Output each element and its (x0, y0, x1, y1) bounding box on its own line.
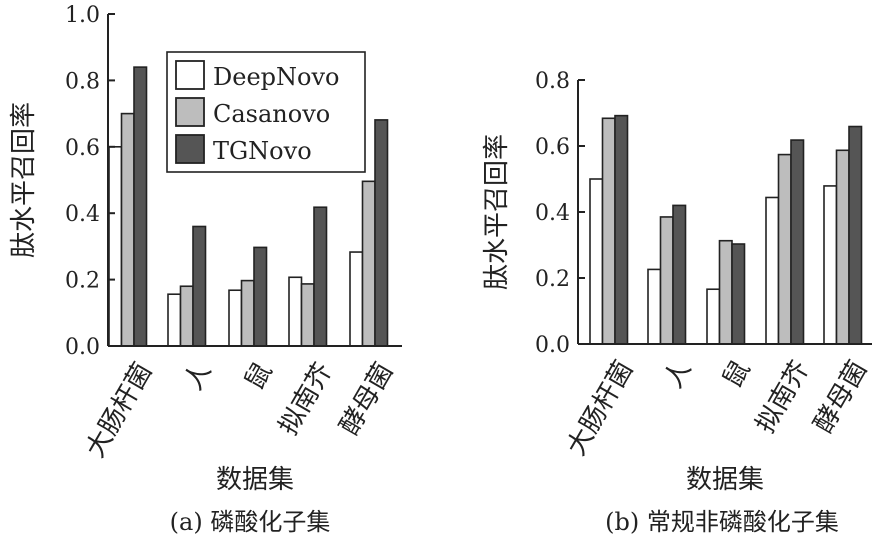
bar-tgnovo-1 (672, 204, 687, 345)
bar-deepnovo-4 (823, 185, 838, 345)
bar-tgnovo-2 (253, 246, 268, 347)
bar-casanovo-0 (120, 112, 135, 347)
bar-tgnovo-0 (614, 114, 629, 345)
y-axis-label: 肽水平召回率 (9, 102, 39, 258)
bar-deepnovo-3 (765, 196, 780, 345)
bar-deepnovo-0 (108, 146, 123, 347)
chart-b: 0.0 0.2 0.4 0.6 0.8 大肠杆菌人鼠拟南芥酵母菌 肽水平召回率数据集 (b) … (482, 69, 874, 536)
bar-casanovo-4 (835, 149, 850, 345)
legend-swatch-tgnovo (175, 134, 205, 164)
category-label: 大肠杆菌 (562, 356, 640, 461)
y-tick-label: 0.0 (535, 333, 570, 358)
category-label: 人 (659, 356, 698, 394)
bar-deepnovo-2 (706, 288, 721, 345)
bar-casanovo-2 (240, 279, 255, 347)
chart-a: 0.0 0.2 0.4 0.6 0.8 1.0 大肠杆菌人鼠拟南芥酵母菌 肽水平召回率数据集 (… (9, 3, 402, 536)
bar-tgnovo-4 (374, 119, 389, 347)
x-axis-label: 数据集 (216, 465, 294, 495)
bar-casanovo-1 (179, 285, 194, 347)
bar-casanovo-1 (659, 216, 674, 345)
bar-casanovo-3 (300, 283, 315, 347)
bar-deepnovo-3 (288, 276, 303, 347)
bar-casanovo-0 (601, 117, 616, 345)
bar-casanovo-4 (361, 180, 376, 347)
category-label: 人 (179, 358, 218, 396)
bar-deepnovo-1 (647, 268, 662, 345)
y-tick-label: 0.4 (535, 201, 570, 226)
y-tick-label: 0.4 (65, 202, 100, 227)
x-axis-label: 数据集 (686, 465, 764, 495)
bar-tgnovo-4 (848, 125, 863, 345)
legend-label-deepnovo: DeepNovo (213, 63, 339, 91)
y-tick-label: 1.0 (65, 3, 100, 28)
y-tick-label: 0.6 (535, 135, 570, 160)
bar-casanovo-2 (718, 239, 733, 345)
category-label: 鼠 (240, 358, 279, 396)
bar-deepnovo-4 (349, 251, 364, 347)
bar-tgnovo-1 (192, 225, 207, 347)
chart-caption: (b) 常规非磷酸化子集 (605, 508, 839, 536)
y-axis-label: 肽水平召回率 (482, 134, 512, 290)
legend-label-casanovo: Casanovo (213, 100, 330, 128)
y-tick-label: 0.8 (535, 69, 570, 94)
legend-label-tgnovo: TGNovo (213, 137, 312, 165)
bar-tgnovo-0 (133, 66, 148, 347)
bar-tgnovo-2 (731, 243, 746, 345)
bar-deepnovo-0 (589, 178, 604, 345)
category-label: 拟南芥 (274, 358, 339, 441)
bar-deepnovo-1 (167, 293, 182, 347)
chart-caption: (a) 磷酸化子集 (170, 508, 331, 536)
legend: DeepNovo Casanovo TGNovo (166, 51, 366, 173)
category-label: 拟南芥 (751, 356, 816, 439)
y-tick-label: 0.6 (65, 136, 100, 161)
legend-swatch-deepnovo (175, 60, 205, 90)
bar-casanovo-3 (777, 153, 792, 345)
category-label: 酵母菌 (809, 356, 874, 439)
category-label: 酵母菌 (335, 358, 400, 441)
bar-tgnovo-3 (790, 139, 805, 345)
y-tick-label: 0.0 (65, 335, 100, 360)
bar-tgnovo-3 (313, 206, 328, 347)
y-tick-label: 0.2 (65, 269, 100, 294)
bar-deepnovo-2 (228, 289, 243, 347)
category-label: 大肠杆菌 (81, 358, 159, 463)
legend-swatch-casanovo (175, 97, 205, 127)
category-label: 鼠 (718, 356, 757, 394)
y-tick-label: 0.8 (65, 69, 100, 94)
y-tick-label: 0.2 (535, 267, 570, 292)
